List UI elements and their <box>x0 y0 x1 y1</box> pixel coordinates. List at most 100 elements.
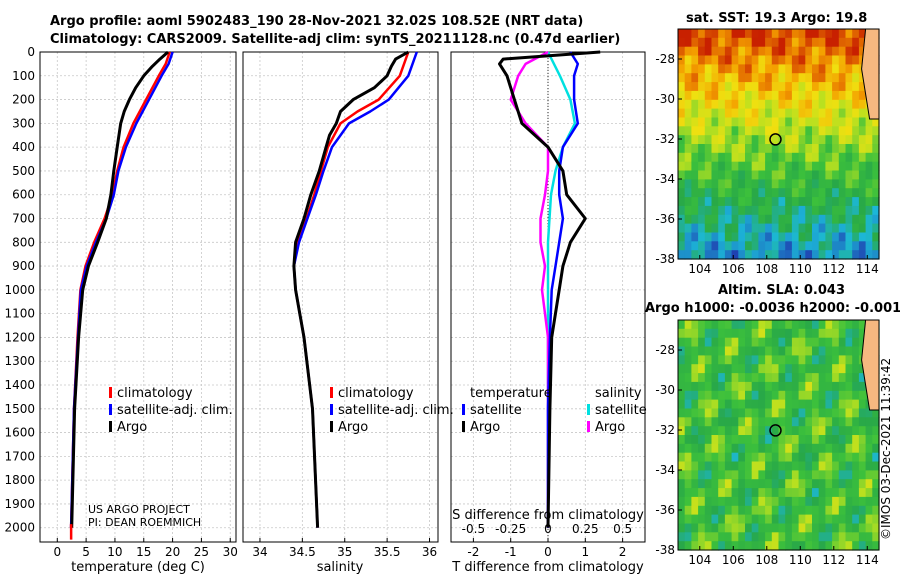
sst-cell <box>745 108 753 118</box>
sst-cell <box>684 232 692 242</box>
sst-cell <box>852 55 860 65</box>
sst-cell <box>724 161 733 172</box>
sla-cell <box>832 435 840 445</box>
temperature-axis-label: temperature (deg C) <box>71 560 205 575</box>
sst-cell <box>798 250 806 260</box>
sla-cell <box>704 541 713 551</box>
sst-cell <box>825 214 833 225</box>
sla-cell <box>704 470 713 480</box>
sla-cell <box>684 541 692 551</box>
sla-cell <box>758 470 766 480</box>
sla-cell <box>684 461 692 471</box>
sla-cell <box>785 541 793 551</box>
sla-cell <box>751 541 759 551</box>
sla-cell <box>858 461 867 471</box>
sst-cell <box>765 108 773 118</box>
x-tick-label: 20 <box>165 545 180 559</box>
sst-cell <box>738 144 746 154</box>
sst-cell <box>791 90 800 101</box>
sla-cell <box>785 479 793 489</box>
sla-cell <box>704 461 713 471</box>
sst-cell <box>711 170 719 180</box>
sst-lat-tick-label: -32 <box>655 132 675 146</box>
sst-cell <box>751 117 759 127</box>
sla-cell <box>812 328 820 339</box>
sst-cell <box>845 197 853 207</box>
sla-cell <box>758 355 766 365</box>
sst-cell <box>825 99 833 110</box>
sst-cell <box>698 126 706 136</box>
sst-cell <box>711 188 719 198</box>
sst-cell <box>758 82 766 92</box>
sla-cell <box>711 426 719 436</box>
sst-cell <box>825 64 833 74</box>
sla-cell <box>738 505 746 516</box>
sst-cell <box>858 241 867 251</box>
sla-map-subtitle: Argo h1000: -0.0036 h2000: -0.001 <box>645 301 900 316</box>
sla-cell <box>872 461 880 471</box>
sla-cell <box>691 417 699 427</box>
sla-cell <box>858 532 867 542</box>
sla-cell <box>745 479 753 489</box>
sla-cell <box>758 346 766 356</box>
sst-cell <box>678 144 686 154</box>
sst-cell <box>785 161 793 172</box>
sst-cell <box>791 223 800 233</box>
sla-cell <box>852 337 860 348</box>
sla-cell <box>858 452 867 463</box>
sla-cell <box>798 479 806 489</box>
sst-cell <box>832 82 840 92</box>
sla-lat-tick-label: -28 <box>655 343 675 357</box>
sst-cell <box>751 108 759 118</box>
sst-cell <box>704 135 713 145</box>
sla-cell <box>805 470 813 480</box>
sst-cell <box>771 170 780 180</box>
legend-entry: satellite <box>470 403 522 418</box>
sla-cell <box>798 373 806 383</box>
sst-cell <box>818 170 826 180</box>
sla-cell <box>691 496 699 507</box>
sst-cell <box>771 37 780 48</box>
sst-cell <box>745 135 753 145</box>
sst-cell <box>798 117 806 127</box>
sst-cell <box>872 250 880 260</box>
sst-cell <box>691 117 699 127</box>
sst-cell <box>678 197 686 207</box>
sst-cell <box>765 241 773 251</box>
sst-cell <box>778 232 786 242</box>
sla-cell <box>745 488 753 498</box>
sst-cell <box>698 197 706 207</box>
sla-cell <box>845 426 853 436</box>
legend-mark-1 <box>330 404 333 415</box>
sla-cell <box>724 523 733 533</box>
sla-cell <box>805 381 813 392</box>
sla-cell <box>678 443 686 454</box>
sst-cell <box>718 214 726 225</box>
sst-cell <box>805 29 813 39</box>
sst-map-frame <box>677 28 880 260</box>
sla-cell <box>818 470 826 480</box>
sla-cell <box>691 488 699 498</box>
sst-cell <box>684 170 692 180</box>
sla-cell <box>678 390 686 401</box>
sst-cell <box>751 135 759 145</box>
sla-cell <box>745 408 753 418</box>
sst-cell <box>838 64 847 74</box>
sst-cell <box>684 55 692 65</box>
sst-cell <box>791 205 800 216</box>
sst-cell <box>678 126 686 136</box>
sst-cell <box>838 126 847 136</box>
sla-cell <box>858 417 867 427</box>
sst-cell <box>812 126 820 136</box>
sla-cell <box>852 399 860 409</box>
sla-cell <box>751 488 759 498</box>
sst-cell <box>805 197 813 207</box>
x-tick-label: 25 <box>194 545 209 559</box>
y-tick-label: 1800 <box>4 473 35 487</box>
sla-cell <box>678 328 686 339</box>
sst-cell <box>805 214 813 225</box>
sst-cell <box>771 99 780 110</box>
sst-cell <box>711 197 719 207</box>
y-tick-label: 300 <box>12 116 35 130</box>
sst-cell <box>825 37 833 48</box>
